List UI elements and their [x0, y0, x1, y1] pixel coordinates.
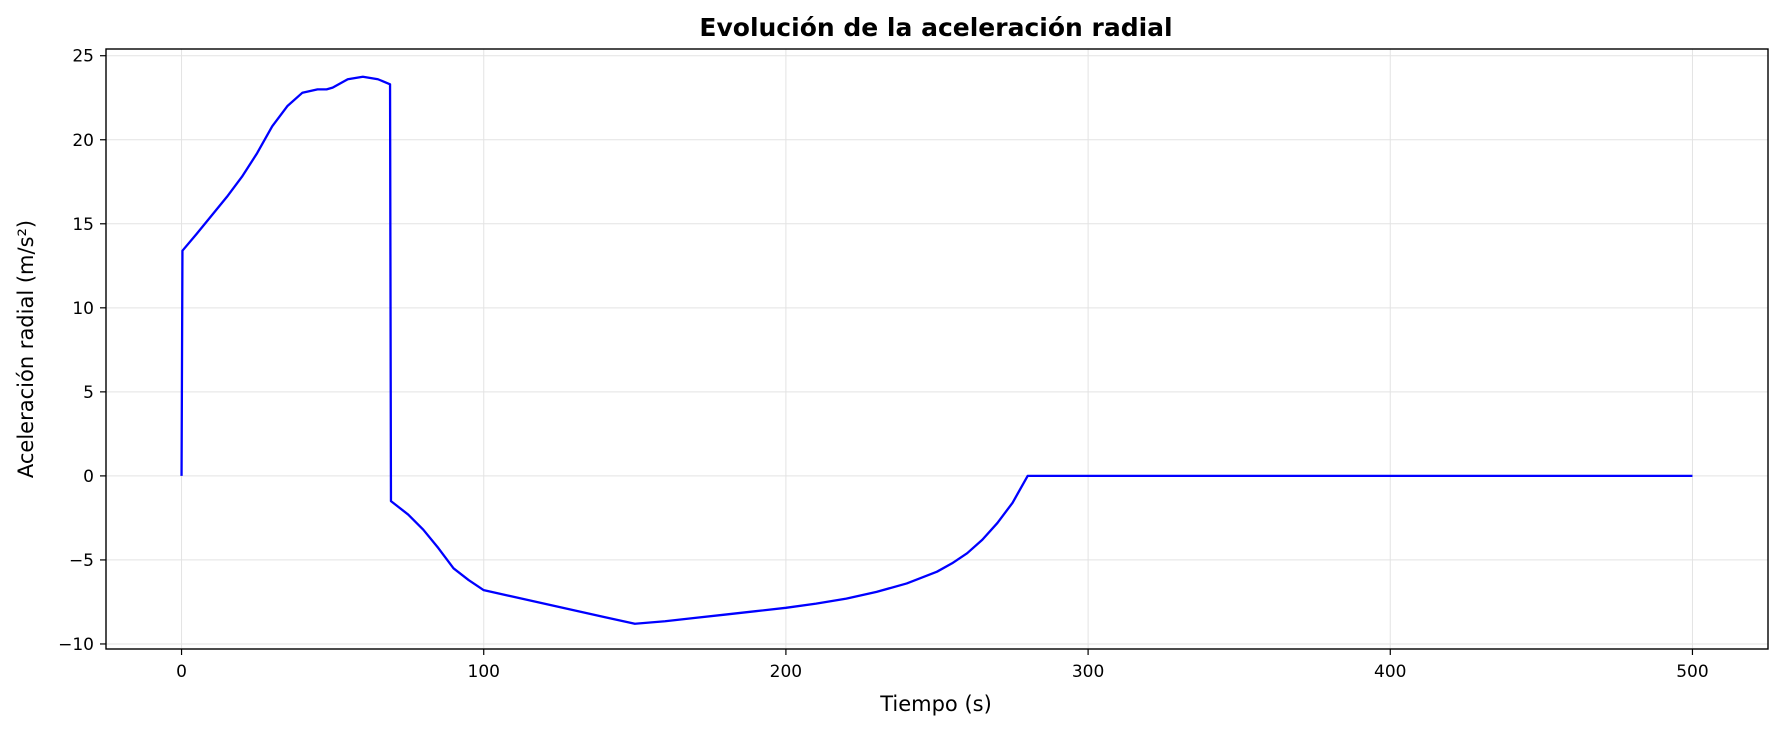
chart-title: Evolución de la aceleración radial — [699, 13, 1172, 42]
x-tick-label: 300 — [1072, 662, 1104, 682]
x-axis-label: Tiempo (s) — [879, 692, 992, 716]
y-tick-label: 20 — [72, 131, 94, 151]
series-line — [180, 75, 1693, 625]
y-axis-label: Aceleración radial (m/s²) — [14, 220, 38, 478]
grid — [106, 49, 1768, 649]
y-tick-label: 0 — [83, 467, 94, 487]
y-tick-label: 15 — [72, 215, 94, 235]
x-tick-label: 200 — [770, 662, 802, 682]
y-tick-label: 25 — [72, 47, 94, 67]
x-tick-label: 400 — [1374, 662, 1406, 682]
series-layer — [180, 75, 1693, 625]
x-tick-label: 0 — [176, 662, 187, 682]
y-tick-label: −5 — [69, 551, 94, 571]
axes: 0 100 200 300 400 500 −10 −5 0 5 10 15 20 25 — [58, 47, 1769, 682]
x-tick-label: 500 — [1676, 662, 1708, 682]
y-tick-label: 5 — [83, 383, 94, 403]
x-tick-label: 100 — [468, 662, 500, 682]
y-tick-label: 10 — [72, 299, 94, 319]
y-tick-label: −10 — [58, 635, 94, 655]
plot-frame — [105, 48, 1769, 650]
